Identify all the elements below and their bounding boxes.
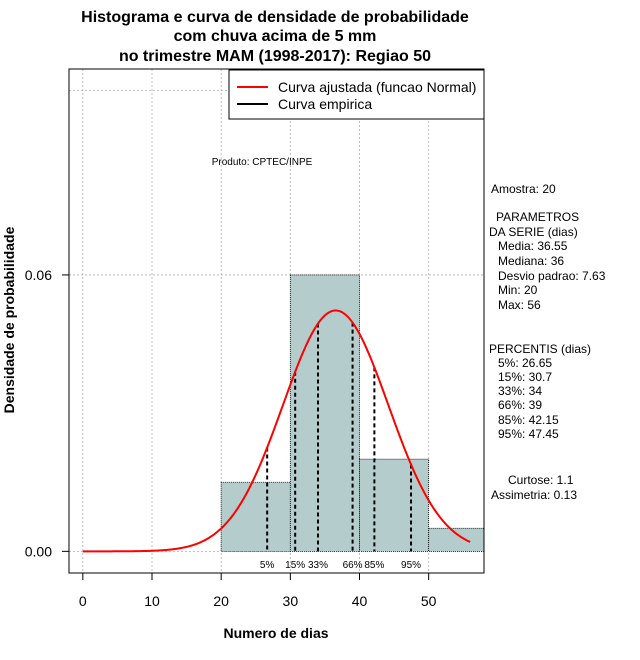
x-tick-label-1: 10 (144, 593, 160, 609)
chart-title-line-3: no trimestre MAM (1998-2017): Regiao 50 (119, 48, 431, 65)
histogram-bars (220, 274, 484, 552)
histogram-bar-3 (428, 527, 484, 552)
x-tick-label-4: 40 (352, 593, 368, 609)
legend-label-fitted: Curva ajustada (funcao Normal) (278, 79, 476, 95)
histogram-bar-2 (359, 458, 430, 552)
legend-box (228, 69, 485, 120)
x-axis-label: Numero de dias (223, 625, 328, 641)
x-tick-label-2: 20 (213, 593, 229, 609)
params-title-1: PARAMETROS (496, 210, 579, 224)
product-label: Produto: CPTEC/INPE (212, 157, 313, 168)
y-axis-label: Densidade de probabilidade (1, 226, 17, 413)
x-tick-label-5: 50 (421, 593, 437, 609)
x-tick-label-3: 30 (283, 593, 299, 609)
sample-size: Amostra: 20 (491, 182, 556, 196)
axes: 0 10 20 30 40 50 0.00 0.06 (25, 267, 437, 609)
param-min: Min: 20 (498, 283, 538, 297)
percentile-66: 66%: 39 (498, 398, 542, 412)
histogram-bar-1 (289, 274, 360, 552)
percentile-5: 5%: 26.65 (498, 356, 552, 370)
percentile-label-2: 33% (308, 560, 328, 571)
percentile-label-3: 66% (343, 560, 363, 571)
skewness: Assimetria: 0.13 (491, 488, 577, 502)
percentile-85: 85%: 42.15 (498, 413, 559, 427)
param-max: Max: 56 (498, 298, 541, 312)
param-median: Mediana: 36 (498, 254, 564, 268)
chart-title-line-1: Histograma e curva de densidade de proba… (81, 9, 469, 26)
percentile-33: 33%: 34 (498, 384, 542, 398)
kurtosis: Curtose: 1.1 (508, 473, 574, 487)
percentile-95: 95%: 47.45 (498, 427, 559, 441)
side-panel: Amostra: 20 PARAMETROS DA SERIE (dias) M… (489, 182, 606, 502)
percentile-label-4: 85% (364, 560, 384, 571)
y-tick-label-1: 0.06 (25, 267, 52, 283)
param-stddev: Desvio padrao: 7.63 (498, 269, 606, 283)
params-title-2: DA SERIE (dias) (489, 225, 578, 239)
percentile-label-0: 5% (260, 560, 275, 571)
percentile-lines: 5% 15% 33% 66% 85% 95% (260, 322, 421, 571)
percentile-15: 15%: 30.7 (498, 370, 552, 384)
param-mean: Media: 36.55 (498, 239, 568, 253)
percentile-label-5: 95% (401, 560, 421, 571)
x-tick-label-0: 0 (79, 593, 87, 609)
percentile-label-1: 15% (285, 560, 305, 571)
chart-title-line-2: com chuva acima de 5 mm (174, 28, 377, 45)
y-tick-label-0: 0.00 (25, 543, 52, 559)
normal-curve-layer (82, 309, 471, 553)
percentiles-title: PERCENTIS (dias) (489, 342, 591, 356)
legend-label-empirical: Curva empirica (278, 96, 372, 112)
legend: Curva ajustada (funcao Normal) Curva emp… (228, 69, 485, 120)
normal-curve (82, 309, 471, 553)
